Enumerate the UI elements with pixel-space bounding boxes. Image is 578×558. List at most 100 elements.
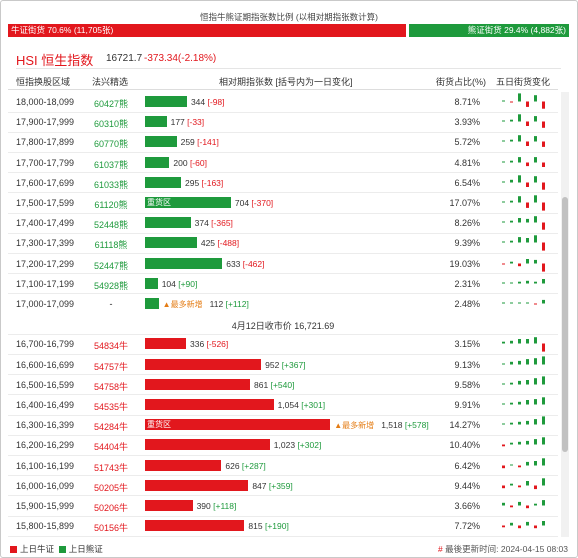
table-row[interactable]: 15,900-15,999 50206牛 390 [+118] 3.66% xyxy=(8,496,558,517)
qty-value: 425 [-488] xyxy=(201,238,239,248)
qty-number: 1,023 xyxy=(273,440,298,451)
strike-range: 17,000-17,099 xyxy=(16,299,75,309)
table-row[interactable]: 16,100-16,199 51743牛 626 [+287] 6.42% xyxy=(8,456,558,477)
warrant-code-link[interactable]: 60310熊 xyxy=(93,119,129,130)
warrant-code-link[interactable]: 51743牛 xyxy=(93,462,129,473)
table-row[interactable]: 17,300-17,399 61118熊 425 [-488] 9.39% xyxy=(8,233,558,254)
table-row[interactable]: 17,100-17,199 54928熊 104 [+90] 2.31% xyxy=(8,274,558,295)
closing-price-row[interactable]: 4月12日收市价 16,721.69 xyxy=(8,314,558,335)
warrant-code-link[interactable]: 54404牛 xyxy=(93,442,129,453)
sparkline-bar xyxy=(510,483,513,486)
sparkline-bar xyxy=(510,261,513,264)
table-row[interactable]: 16,200-16,299 54404牛 1,023 [+302] 10.40% xyxy=(8,435,558,456)
scrollbar-thumb[interactable] xyxy=(562,197,568,452)
table-row[interactable]: 17,800-17,899 60770熊 259 [-141] 5.72% xyxy=(8,132,558,153)
qty-change: [-141] xyxy=(197,137,219,148)
outstanding-percent: 3.66% xyxy=(454,501,480,511)
sparkline-bar xyxy=(534,216,537,223)
table-row[interactable]: 17,600-17,699 61033熊 295 [-163] 6.54% xyxy=(8,173,558,194)
warrant-code-link[interactable]: 60427熊 xyxy=(93,99,129,109)
qty-change: [-60] xyxy=(189,157,207,168)
table-row[interactable]: 17,200-17,299 52447熊 633 [-462] 19.03% xyxy=(8,254,558,275)
sparkline-bar xyxy=(542,457,545,466)
warrant-code-link[interactable]: 50156牛 xyxy=(93,523,129,534)
qty-value: 1,054 [+301] xyxy=(278,400,326,410)
sparkline-bar xyxy=(534,116,537,122)
closing-price-label: 4月12日收市价 16,721.69 xyxy=(231,321,335,332)
table-row[interactable]: 16,700-16,799 54834牛 336 [-526] 3.15% xyxy=(8,334,558,355)
table-row[interactable]: 16,400-16,499 54535牛 1,054 [+301] 9.91% xyxy=(8,395,558,416)
outstanding-percent: 2.31% xyxy=(454,278,480,289)
qty-number: 374 xyxy=(194,218,212,229)
sparkline-bar xyxy=(510,302,513,304)
table-row[interactable]: 18,000-18,099 60427熊 344 [-98] 8.71% xyxy=(8,92,558,113)
warrant-code-link[interactable]: 50205牛 xyxy=(93,482,129,493)
table-row[interactable]: 16,000-16,099 50205牛 847 [+359] 9.44% xyxy=(8,476,558,497)
warrant-code-link[interactable]: 52447熊 xyxy=(93,260,129,271)
warrant-code-link[interactable]: 61033熊 xyxy=(93,179,129,190)
sparkline-bar xyxy=(526,441,529,445)
table-row[interactable]: 15,800-15,899 50156牛 815 [+190] 7.72% xyxy=(8,516,558,537)
col-qty: 相对期指张数 [括号内为一日变化] xyxy=(219,77,353,87)
five-day-change-sparkline xyxy=(502,135,545,148)
warrant-code-link[interactable]: 54928熊 xyxy=(93,280,129,291)
table-row[interactable]: 17,000-17,099 - ▲最多新增 112 [+112] 2.48% xyxy=(8,294,558,315)
qty-change: [+190] xyxy=(264,521,289,532)
qty-value: 633 [-462] xyxy=(226,259,264,269)
qty-change: [-365] xyxy=(211,218,233,229)
outstanding-percent: 9.39% xyxy=(454,238,480,249)
sparkline-bar xyxy=(510,179,513,183)
sparkline-bar xyxy=(526,219,529,223)
sparkline-bar xyxy=(518,401,521,405)
table-row[interactable]: 16,600-16,699 54757牛 952 [+367] 9.13% xyxy=(8,355,558,376)
table-row[interactable]: 17,700-17,799 61037熊 200 [-60] 4.81% xyxy=(8,153,558,174)
five-day-change-sparkline xyxy=(502,114,545,128)
warrant-code-link[interactable]: 61118熊 xyxy=(94,240,128,251)
warrant-code-link[interactable]: 61037熊 xyxy=(93,159,129,170)
sparkline-bar xyxy=(502,525,505,528)
warrant-code-link[interactable]: 60770熊 xyxy=(93,139,129,150)
qty-number: 295 xyxy=(184,177,202,188)
sparkline-bar xyxy=(526,202,529,208)
table-row[interactable]: 17,400-17,499 52448熊 374 [-365] 8.26% xyxy=(8,213,558,234)
qty-bar xyxy=(145,116,167,128)
table-row[interactable]: 17,500-17,599 61120熊 重货区 704 [-370] 17.07% xyxy=(8,193,558,214)
outstanding-percent: 3.93% xyxy=(454,117,480,128)
sparkline-bar xyxy=(534,485,537,489)
qty-change: [+359] xyxy=(268,480,293,491)
table-row[interactable]: 16,300-16,399 54284牛 重货区 ▲最多新增 1,518 [+578] 1… xyxy=(8,415,558,436)
warrant-code-link[interactable]: 50206牛 xyxy=(93,503,129,513)
warrant-code-link[interactable]: 54834牛 xyxy=(93,341,129,352)
table-row[interactable]: 17,900-17,999 60310熊 177 [-33] 3.93% xyxy=(8,112,558,133)
warrant-code-link[interactable]: 54535牛 xyxy=(93,402,129,412)
sparkline-bar xyxy=(502,403,505,405)
qty-change: [-526] xyxy=(206,339,229,350)
qty-change: [-98] xyxy=(207,97,225,107)
warrant-code-link[interactable]: 54758牛 xyxy=(93,381,129,392)
warrant-code-link[interactable]: 61120熊 xyxy=(94,200,128,210)
sparkline-bar xyxy=(526,480,529,486)
warrant-table[interactable]: 18,000-18,099 60427熊 344 [-98] 8.71% 17,900-… xyxy=(8,92,558,537)
sparkline-bar xyxy=(534,419,537,425)
sparkline-bar xyxy=(526,141,529,147)
sparkline-bar xyxy=(534,235,537,243)
strike-range: 17,200-17,299 xyxy=(16,258,75,269)
sparkline-bar xyxy=(518,263,521,266)
index-name[interactable]: HSI 恒生指数 xyxy=(16,53,94,68)
sparkline-bar xyxy=(502,383,505,385)
strike-range: 17,800-17,899 xyxy=(16,137,75,148)
warrant-code-link[interactable]: 54284牛 xyxy=(93,422,129,433)
qty-bar xyxy=(145,217,191,229)
scrollbar[interactable] xyxy=(561,92,569,537)
warrant-code-link[interactable]: 54757牛 xyxy=(93,361,129,372)
qty-change: [+367] xyxy=(281,359,306,370)
strike-range: 17,700-17,799 xyxy=(16,157,75,168)
qty-number: 344 xyxy=(190,97,208,107)
warrant-code-link[interactable]: 52448熊 xyxy=(93,220,129,231)
qty-number: 861 xyxy=(254,379,271,390)
qty-number: 177 xyxy=(170,117,188,128)
sparkline-bar xyxy=(534,460,537,466)
table-row[interactable]: 16,500-16,599 54758牛 861 [+540] 9.58% xyxy=(8,375,558,396)
qty-change: [+90] xyxy=(178,278,198,289)
sparkline-bar xyxy=(542,182,545,190)
